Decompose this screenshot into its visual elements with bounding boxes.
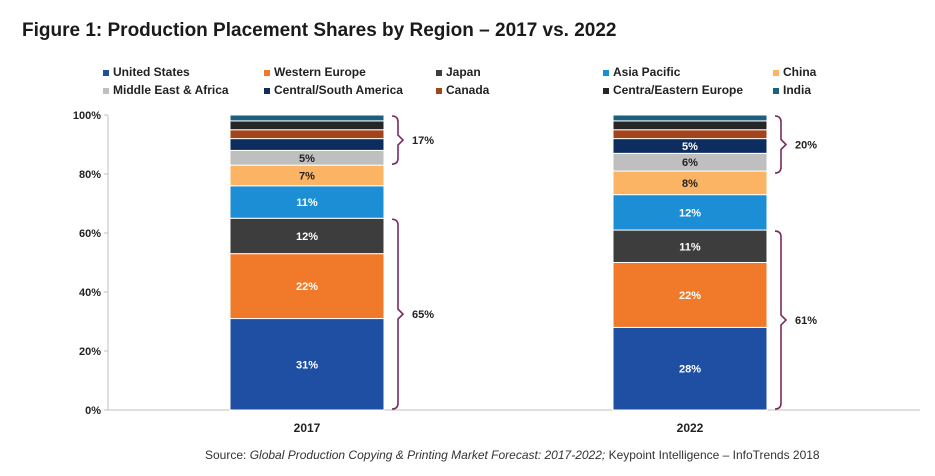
legend-swatch-japan	[436, 70, 442, 76]
legend-swatch-western-europe	[264, 70, 270, 76]
data-label-united-states-2017: 31%	[296, 359, 318, 371]
bar-segment-canada-2017	[229, 129, 385, 140]
data-label-western-europe-2017: 22%	[296, 281, 318, 293]
legend-label-centra-eastern-europe: Centra/Eastern Europe	[613, 83, 743, 97]
bar-segment-canada-2022	[612, 129, 768, 140]
data-label-middle-east-africa-2022: 6%	[682, 157, 698, 169]
source-publication: Global Production Copying & Printing Mar…	[249, 448, 606, 462]
y-tick-label: 100%	[73, 110, 101, 122]
data-label-middle-east-africa-2017: 5%	[299, 153, 315, 165]
bracket-label: 20%	[795, 140, 817, 152]
x-category-label: 2022	[677, 421, 704, 435]
legend-label-india: India	[783, 83, 811, 97]
bracket-label: 65%	[412, 309, 434, 321]
y-tick-label: 40%	[79, 287, 101, 299]
bracket-2017-65pct	[391, 218, 405, 410]
legend-label-united-states: United States	[113, 65, 190, 79]
bar-segment-asia-pacific-2022	[612, 194, 768, 231]
y-tick-label: 60%	[79, 228, 101, 240]
bar-segment-centra-eastern-europe-2017	[229, 120, 385, 131]
bar-segment-western-europe-2017	[229, 253, 385, 320]
bracket-2022-61pct	[774, 230, 788, 410]
data-label-japan-2017: 12%	[296, 231, 318, 243]
legend-label-asia-pacific: Asia Pacific	[613, 65, 681, 79]
y-tick-label: 0%	[85, 405, 101, 417]
legend-label-central-south-america: Central/South America	[274, 83, 403, 97]
legend-swatch-united-states	[103, 70, 109, 76]
chart-title: Figure 1: Production Placement Shares by…	[22, 20, 617, 41]
bar-segment-japan-2022	[612, 229, 768, 264]
bar-segment-japan-2017	[229, 217, 385, 255]
source-prefix: Source:	[205, 448, 250, 462]
y-tick-label: 20%	[79, 346, 101, 358]
legend-swatch-asia-pacific	[603, 70, 609, 76]
y-tick-label: 80%	[79, 169, 101, 181]
bracket-label: 17%	[412, 135, 434, 147]
legend-label-canada: Canada	[446, 83, 490, 97]
legend-swatch-middle-east-africa	[103, 88, 109, 94]
bracket-2017-17pct	[391, 115, 405, 165]
bar-segment-western-europe-2022	[612, 262, 768, 328]
source-note: Source: Global Production Copying & Prin…	[205, 448, 820, 462]
bracket-2022-20pct	[774, 115, 788, 174]
data-label-western-europe-2022: 22%	[679, 290, 701, 302]
legend-swatch-canada	[436, 88, 442, 94]
x-category-label: 2017	[294, 421, 321, 435]
data-label-central-south-america-2022: 5%	[682, 141, 698, 153]
legend-label-china: China	[783, 65, 817, 79]
bar-segment-centra-eastern-europe-2022	[612, 120, 768, 131]
legend-swatch-china	[773, 70, 779, 76]
legend-swatch-centra-eastern-europe	[603, 88, 609, 94]
data-label-china-2017: 7%	[299, 170, 315, 182]
legend-swatch-india	[773, 88, 779, 94]
legend-label-middle-east-africa: Middle East & Africa	[113, 83, 229, 97]
data-label-china-2022: 8%	[682, 178, 698, 190]
source-suffix: Keypoint Intelligence – InfoTrends 2018	[605, 448, 820, 462]
bar-segment-india-2022	[612, 114, 768, 122]
legend-label-japan: Japan	[446, 65, 481, 79]
bar-segment-central-south-america-2017	[229, 138, 385, 151]
bracket-label: 61%	[795, 315, 817, 327]
bar-segment-asia-pacific-2017	[229, 185, 385, 219]
data-label-united-states-2022: 28%	[679, 364, 701, 376]
data-label-asia-pacific-2022: 12%	[679, 207, 701, 219]
legend-swatch-central-south-america	[264, 88, 270, 94]
data-label-asia-pacific-2017: 11%	[296, 197, 318, 209]
bar-segment-united-states-2022	[612, 326, 768, 411]
data-label-japan-2022: 11%	[679, 241, 701, 253]
bar-segment-india-2017	[229, 114, 385, 122]
legend-label-western-europe: Western Europe	[274, 65, 366, 79]
